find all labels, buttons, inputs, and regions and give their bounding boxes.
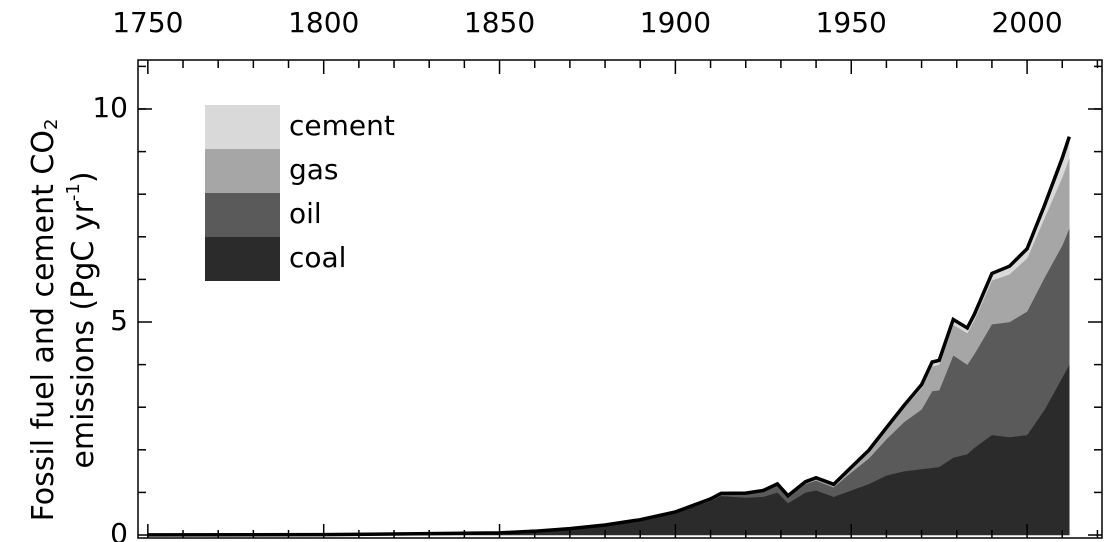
legend-swatch [205, 237, 280, 281]
y-axis-label: emissions (PgC yr-1) [63, 171, 101, 468]
y-label-sup: -1 [63, 183, 84, 201]
y-tick-label: 0 [110, 517, 128, 542]
y-label-text: Fossil fuel and cement CO [26, 130, 61, 521]
plot-frame [137, 59, 1103, 539]
y-tick-label: 5 [110, 304, 128, 337]
legend-label: gas [289, 153, 339, 186]
x-tick-label: 1750 [112, 6, 183, 39]
y-tick-label: 10 [92, 91, 128, 124]
legend-label: coal [289, 241, 346, 274]
legend-swatch [205, 105, 280, 149]
legend-label: cement [289, 109, 395, 142]
x-tick-label: 1900 [640, 6, 711, 39]
x-tick-label: 1850 [464, 6, 535, 39]
legend-label: oil [289, 197, 322, 230]
x-tick-label: 2000 [991, 6, 1062, 39]
legend-swatch [205, 149, 280, 193]
legend-swatch [205, 193, 280, 237]
total-line [147, 136, 1071, 537]
y-label-end: ) [66, 171, 101, 183]
x-tick-label: 1800 [288, 6, 359, 39]
y-label-sub: 2 [41, 119, 62, 130]
y-axis-label: Fossil fuel and cement CO2 [26, 119, 63, 522]
x-tick-label: 1950 [816, 6, 887, 39]
y-label-text: emissions (PgC yr [66, 200, 101, 468]
